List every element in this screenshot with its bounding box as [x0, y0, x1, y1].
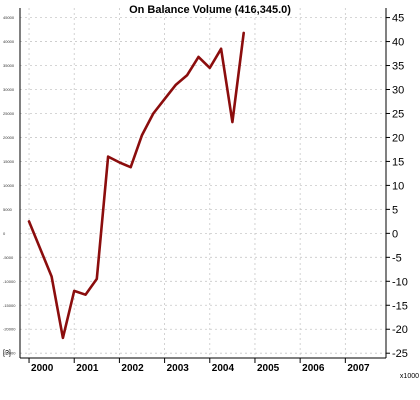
right-tick-label: 20 [392, 132, 404, 144]
grid [20, 8, 386, 358]
left-tick-label: 40000 [3, 39, 15, 44]
left-tick-label: -10000 [3, 279, 16, 284]
left-tick-label: 20000 [3, 135, 15, 140]
left-tick-label: 10000 [3, 183, 15, 188]
left-tick-label: 45000 [3, 15, 15, 20]
left-tick-label: 0 [3, 231, 6, 236]
right-tick-label: 30 [392, 85, 404, 97]
right-tick-label: 0 [392, 228, 398, 240]
right-tick-label: -20 [392, 324, 408, 336]
left-tick-label: -5000 [3, 255, 14, 260]
right-tick-label: 40 [392, 37, 404, 49]
right-tick-label: 10 [392, 180, 404, 192]
left-tick-label: 25000 [3, 111, 15, 116]
x-tick-label: 2000 [31, 363, 54, 374]
corner-label: [?] [3, 350, 11, 357]
x-tick-labels: 2000 2001 2002 2003 2004 2005 2006 2007 [28, 358, 370, 374]
left-tick-label: 5000 [3, 207, 13, 212]
left-tick-labels: 45000 40000 35000 30000 25000 20000 15000 10000… [3, 15, 16, 356]
right-tick-label: 25 [392, 108, 404, 120]
left-tick-label: -25000 [3, 351, 16, 356]
left-tick-label: -15000 [3, 303, 16, 308]
right-tick-label: 35 [392, 61, 404, 73]
right-tick-label: 45 [392, 13, 404, 25]
x-tick-label: 2007 [347, 363, 370, 374]
series [27, 31, 245, 340]
obv-series-line [27, 31, 245, 340]
right-tick-label: -15 [392, 300, 408, 312]
x-tick-label: 2005 [257, 363, 280, 374]
unit-label: x1000 [400, 373, 419, 380]
x-tick-label: 2006 [302, 363, 325, 374]
right-tick-label: -5 [392, 252, 402, 264]
axes [19, 8, 387, 359]
right-tick-label: -10 [392, 276, 408, 288]
left-tick-label: 15000 [3, 159, 15, 164]
right-tick-label: 15 [392, 156, 404, 168]
x-tick-label: 2001 [76, 363, 99, 374]
right-tick-label: 5 [392, 204, 398, 216]
right-tick-label: -25 [392, 348, 408, 360]
x-tick-label: 2004 [212, 363, 235, 374]
x-tick-label: 2002 [121, 363, 144, 374]
left-tick-label: 35000 [3, 63, 15, 68]
right-tick-labels: 45 40 35 30 25 20 15 10 5 0 -5 -10 -15 -20 -25 [386, 13, 408, 360]
left-tick-label: -20000 [3, 327, 16, 332]
x-tick-label: 2003 [167, 363, 190, 374]
left-tick-label: 30000 [3, 87, 15, 92]
